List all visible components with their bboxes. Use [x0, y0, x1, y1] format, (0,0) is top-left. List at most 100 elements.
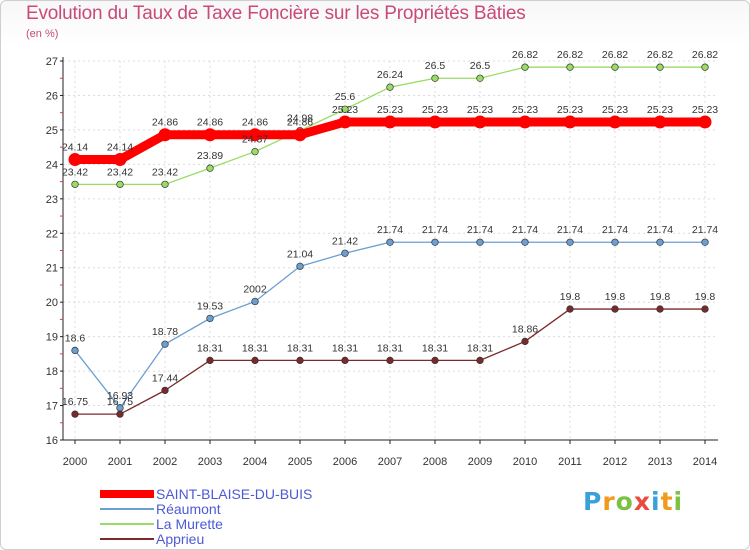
data-point: [161, 180, 169, 188]
data-label: 21.74: [557, 224, 583, 236]
y-tick-label: 24: [46, 159, 58, 171]
x-tick-label: 2004: [243, 456, 267, 468]
data-label: 18.31: [242, 342, 268, 354]
data-label: 26.82: [602, 49, 628, 61]
data-point: [383, 115, 397, 129]
data-label: 24.86: [197, 117, 223, 129]
data-label: 19.8: [560, 291, 581, 303]
data-label: 23.42: [107, 166, 133, 178]
y-tick-label: 17: [46, 401, 58, 413]
data-point: [656, 63, 664, 71]
data-label: 21.74: [647, 224, 673, 236]
data-label: 21.42: [332, 235, 358, 247]
data-point: [521, 238, 529, 246]
data-label: 25.6: [335, 91, 356, 103]
y-tick-label: 16: [46, 435, 58, 447]
logo-letter: P: [583, 487, 603, 516]
legend-label: Réaumont: [156, 501, 221, 517]
y-tick-label: 22: [46, 228, 58, 240]
x-tick-label: 2008: [423, 456, 447, 468]
logo-letter: i: [673, 487, 684, 516]
data-label: 16.75: [62, 396, 88, 408]
data-label: 23.42: [62, 166, 88, 178]
data-point: [161, 340, 169, 348]
data-point: [518, 115, 532, 129]
data-point: [566, 63, 574, 71]
data-label: 25.23: [692, 104, 718, 116]
legend-swatch: [100, 523, 154, 525]
data-point: [563, 115, 577, 129]
data-label: 26.82: [692, 49, 718, 61]
y-axis-unit: (en %): [26, 28, 59, 40]
x-tick-label: 2007: [378, 456, 402, 468]
logo-letter: r: [602, 487, 616, 516]
data-label: 25.23: [332, 104, 358, 116]
legend-swatch: [100, 490, 154, 498]
data-label: 2002: [243, 283, 267, 295]
data-point: [386, 83, 394, 91]
data-point: [341, 356, 349, 365]
data-label: 24.14: [62, 142, 88, 154]
data-point: [386, 238, 394, 246]
data-point: [431, 238, 439, 246]
data-label: 26.24: [377, 69, 403, 81]
x-tick-label: 2009: [468, 456, 492, 468]
data-point: [698, 115, 712, 129]
y-tick-label: 23: [46, 194, 58, 206]
data-point: [386, 356, 394, 365]
data-label: 18.31: [287, 342, 313, 354]
data-label: 25.23: [467, 104, 493, 116]
logo-letter: t: [660, 487, 674, 516]
data-label: 18.86: [512, 323, 538, 335]
data-point: [476, 74, 484, 82]
data-point: [566, 238, 574, 246]
data-label: 26.5: [470, 60, 491, 72]
data-label: 24.86: [152, 117, 178, 129]
data-point: [608, 115, 622, 129]
data-point: [701, 63, 709, 71]
data-label: 26.82: [512, 49, 538, 61]
y-tick-label: 19: [46, 332, 58, 344]
data-point: [71, 410, 79, 418]
data-point: [431, 356, 439, 365]
legend-label: Apprieu: [156, 531, 205, 547]
data-label: 21.74: [377, 224, 403, 236]
chart-title: Evolution du Taux de Taxe Foncière sur l…: [26, 3, 526, 24]
data-point: [296, 262, 304, 270]
x-tick-label: 2002: [153, 456, 177, 468]
data-point: [113, 153, 127, 167]
proxiti-logo: Proxiti: [583, 487, 683, 516]
data-label: 25.23: [377, 104, 403, 116]
data-label: 19.8: [650, 291, 671, 303]
x-tick-label: 2014: [693, 456, 717, 468]
y-tick-label: 27: [46, 56, 58, 68]
data-point: [611, 305, 619, 313]
data-label: 24.14: [107, 142, 133, 154]
data-point: [161, 386, 169, 395]
data-label: 16.75: [107, 396, 133, 408]
data-point: [293, 128, 307, 142]
data-label: 18.31: [197, 342, 223, 354]
data-label: 25.23: [512, 104, 538, 116]
data-point: [656, 238, 664, 246]
data-point: [206, 356, 214, 365]
data-point: [248, 128, 262, 142]
data-label: 21.74: [692, 224, 718, 236]
data-point: [158, 128, 172, 142]
data-point: [473, 115, 487, 129]
data-label: 17.44: [152, 372, 178, 384]
data-point: [428, 115, 442, 129]
data-label: 21.04: [287, 248, 313, 260]
data-label: 23.42: [152, 166, 178, 178]
data-label: 24.86: [242, 117, 268, 129]
data-label: 18.6: [65, 332, 86, 344]
data-label: 18.78: [152, 326, 178, 338]
x-tick-label: 2012: [603, 456, 627, 468]
data-point: [251, 297, 259, 306]
data-label: 21.74: [422, 224, 448, 236]
x-tick-label: 2005: [288, 456, 312, 468]
data-label: 25.23: [647, 104, 673, 116]
data-point: [251, 147, 259, 156]
data-point: [701, 305, 709, 313]
data-point: [701, 238, 709, 246]
